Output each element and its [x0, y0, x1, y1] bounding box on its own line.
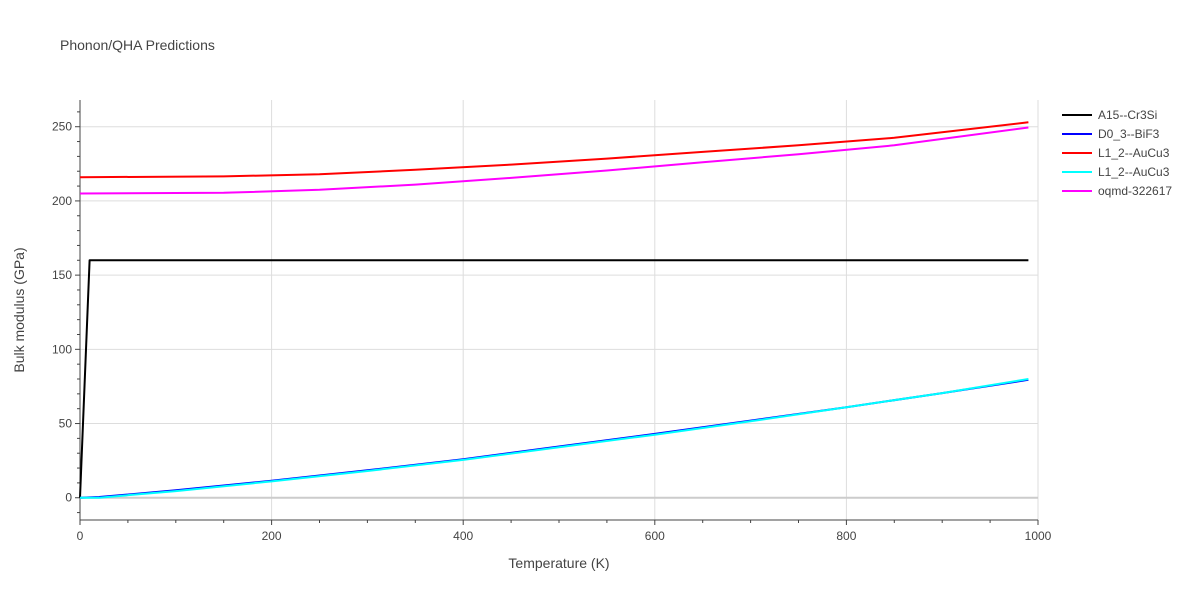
legend-item[interactable]: D0_3--BiF3: [1062, 127, 1160, 141]
legend-label: oqmd-322617: [1098, 184, 1172, 198]
y-axis-title: Bulk modulus (GPa): [11, 247, 27, 372]
axis-layer: 0 200 400 600 800 1000 0 50 100 150 200 250: [52, 100, 1052, 543]
y-tick-label: 0: [65, 491, 72, 505]
legend-label: L1_2--AuCu3: [1098, 165, 1170, 179]
legend-label: D0_3--BiF3: [1098, 127, 1160, 141]
series-line-5: [79, 126, 1029, 195]
x-tick-label: 1000: [1025, 529, 1052, 543]
legend[interactable]: A15--Cr3Si D0_3--BiF3 L1_2--AuCu3 L1_2--AuC…: [1062, 108, 1172, 198]
legend-item[interactable]: L1_2--AuCu3: [1062, 165, 1170, 179]
x-tick-label: 800: [836, 529, 856, 543]
legend-item[interactable]: A15--Cr3Si: [1062, 108, 1157, 122]
y-tick-label: 100: [52, 342, 72, 356]
grid-layer: [80, 100, 1039, 520]
x-axis-title: Temperature (K): [508, 555, 609, 571]
x-tick-label: 200: [262, 529, 282, 543]
legend-item[interactable]: L1_2--AuCu3: [1062, 146, 1170, 160]
y-tick-label: 250: [52, 120, 72, 134]
legend-label: A15--Cr3Si: [1098, 108, 1157, 122]
series-layer: [79, 121, 1029, 499]
x-tick-label: 0: [77, 529, 84, 543]
x-tick-label: 600: [645, 529, 665, 543]
x-tick-label: 400: [453, 529, 473, 543]
y-tick-label: 150: [52, 268, 72, 282]
chart-title: Phonon/QHA Predictions: [60, 37, 215, 53]
series-line-1: [79, 259, 1029, 498]
legend-item[interactable]: oqmd-322617: [1062, 184, 1172, 198]
y-tick-label: 50: [59, 417, 73, 431]
series-line-3: [79, 121, 1029, 179]
series-line-2: [79, 378, 1029, 499]
y-tick-label: 200: [52, 194, 72, 208]
legend-label: L1_2--AuCu3: [1098, 146, 1170, 160]
series-line-4: [80, 378, 1029, 499]
